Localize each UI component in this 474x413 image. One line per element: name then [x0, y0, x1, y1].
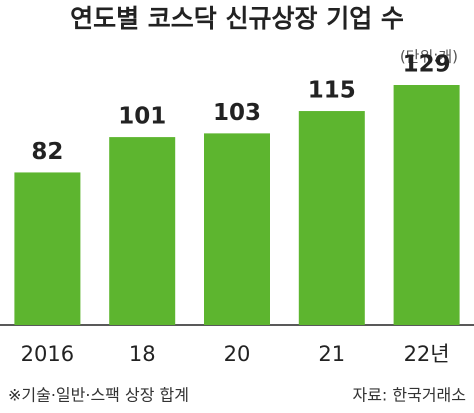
value-label: 82	[31, 139, 63, 165]
bar	[393, 85, 460, 325]
value-label: 103	[213, 100, 261, 126]
x-tick-label: 2016	[21, 342, 74, 366]
x-tick-label: 22년	[404, 342, 450, 366]
value-label: 101	[118, 104, 166, 130]
bar	[204, 133, 270, 325]
source: 자료: 한국거래소	[352, 386, 466, 405]
bar	[14, 172, 81, 325]
x-tick-label: 21	[318, 342, 345, 366]
value-label: 115	[308, 78, 356, 104]
value-label: 129	[403, 52, 451, 78]
bar	[109, 137, 176, 325]
x-tick-label: 18	[129, 342, 156, 366]
x-tick-label: 20	[224, 342, 251, 366]
bar	[298, 111, 365, 325]
chart-title: 연도별 코스닥 신규상장 기업 수	[70, 4, 404, 33]
footnote: ※기술·일반·스팩 상장 합계	[8, 386, 189, 405]
unit-label: (단위:개)	[400, 48, 458, 66]
